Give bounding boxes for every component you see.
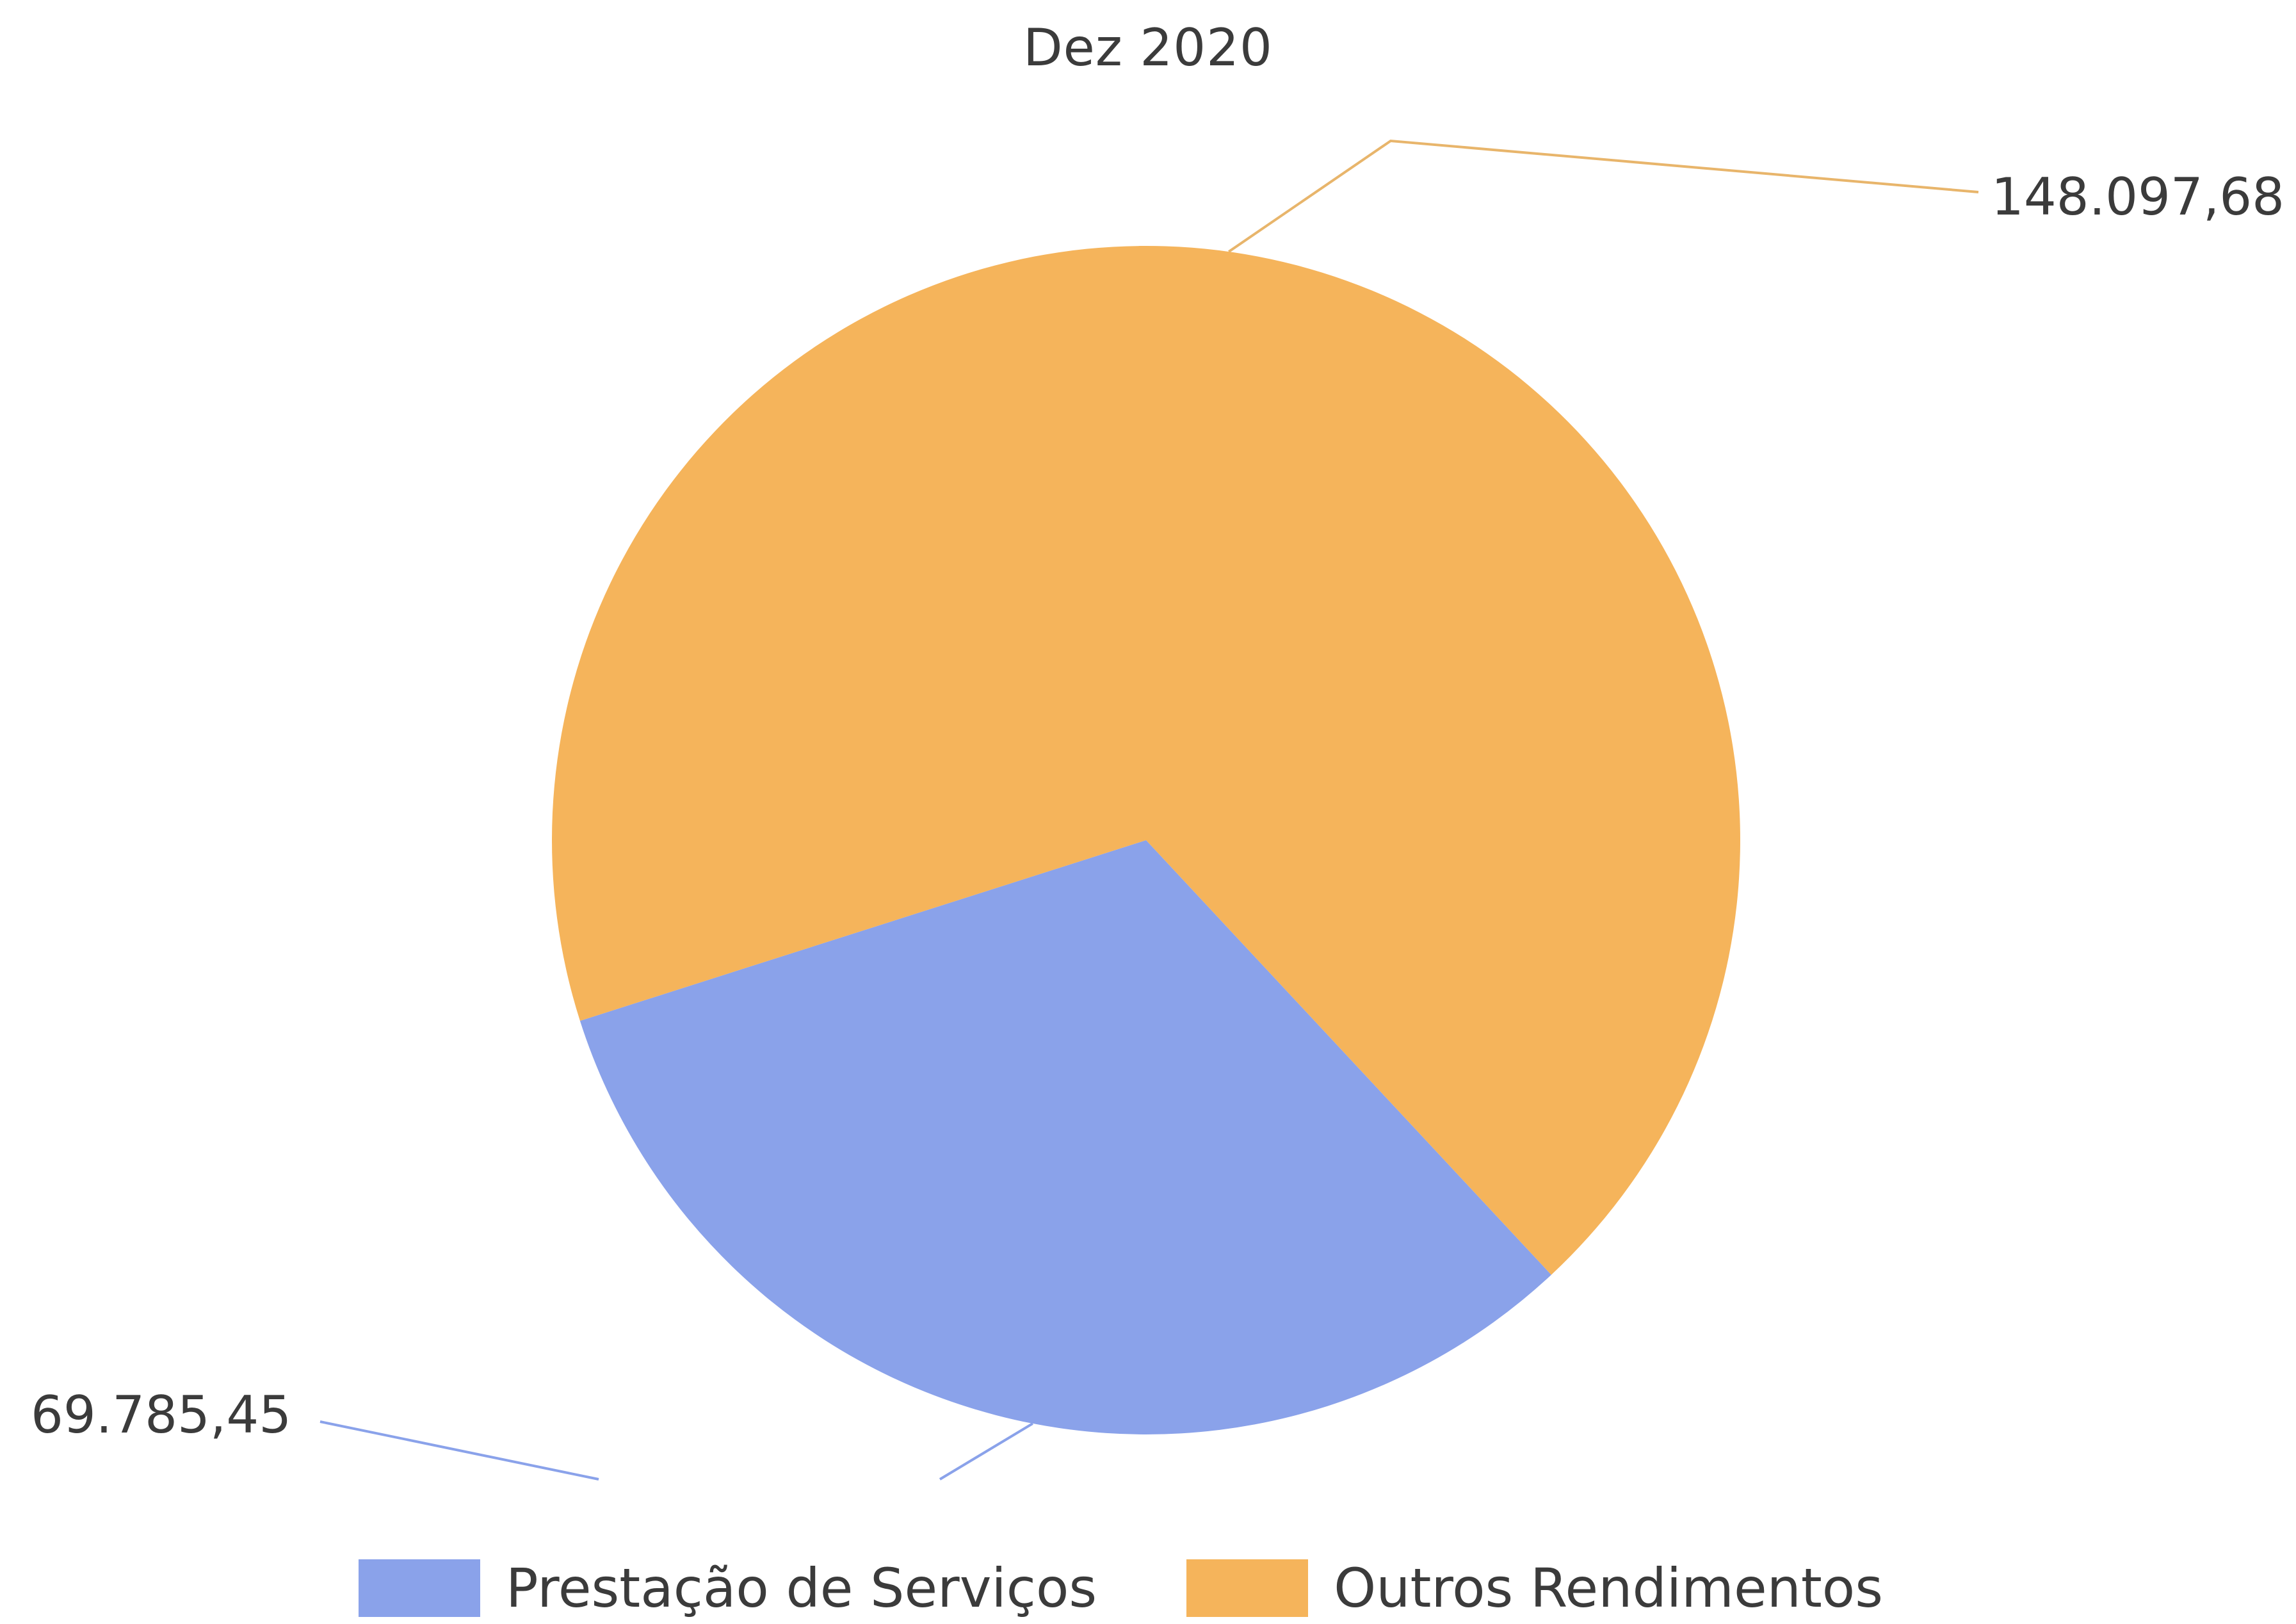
legend-swatch-prestacao-de-servicos — [359, 1559, 480, 1617]
leader-line-prestacao-de-servicos — [940, 1424, 1033, 1479]
legend: Prestação de Serviços Outros Rendimentos — [359, 1556, 1883, 1620]
leader-line-outros-rendimentos — [1229, 141, 1978, 252]
leader-line-prestacao-de-servicos-tail — [320, 1422, 599, 1479]
legend-item-outros-rendimentos[interactable]: Outros Rendimentos — [1186, 1557, 1883, 1620]
data-label-prestacao-de-servicos: 69.785,45 — [31, 1390, 291, 1441]
pie-slices — [552, 246, 1740, 1434]
legend-swatch-outros-rendimentos — [1186, 1559, 1308, 1617]
legend-label-prestacao-de-servicos: Prestação de Serviços — [506, 1557, 1097, 1620]
chart-title: Dez 2020 — [0, 18, 2296, 77]
data-label-outros-rendimentos: 148.097,68 — [1991, 172, 2284, 223]
legend-item-prestacao-de-servicos[interactable]: Prestação de Serviços — [359, 1557, 1097, 1620]
legend-label-outros-rendimentos: Outros Rendimentos — [1334, 1557, 1883, 1620]
